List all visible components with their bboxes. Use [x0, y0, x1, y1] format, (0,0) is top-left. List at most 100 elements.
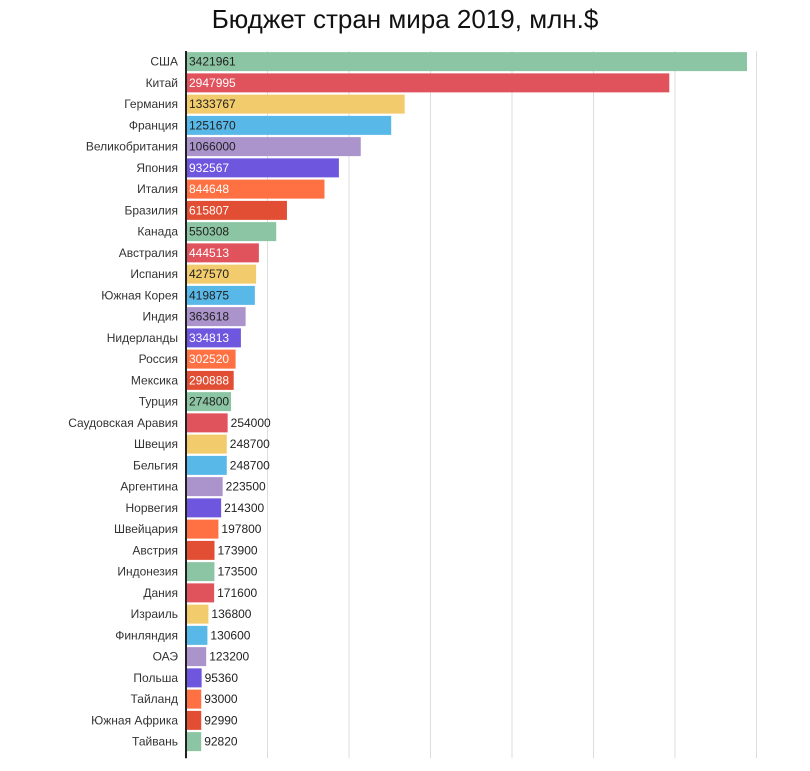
data-label: 130600 — [210, 628, 250, 642]
category-label: Южная Африка — [91, 713, 178, 727]
bar — [186, 604, 209, 624]
category-label: Нидерланды — [107, 331, 178, 345]
data-label: 92820 — [204, 735, 238, 749]
category-label: Швеция — [134, 437, 178, 451]
data-label: 274800 — [189, 395, 229, 409]
bar — [186, 222, 277, 242]
category-label: Тайвань — [132, 735, 178, 749]
category-label: США — [150, 55, 178, 69]
category-label: Бельгия — [133, 458, 178, 472]
bar — [186, 413, 228, 433]
data-label: 214300 — [224, 501, 264, 515]
data-label: 302520 — [189, 352, 229, 366]
category-label: Дания — [143, 586, 178, 600]
bar — [186, 625, 208, 645]
bar — [186, 200, 287, 220]
bar — [186, 434, 227, 454]
bar — [186, 519, 219, 539]
category-label: Израиль — [131, 607, 178, 621]
category-label: Аргентина — [120, 480, 178, 494]
category-label: Мексика — [131, 373, 178, 387]
bar — [186, 455, 227, 475]
category-label: Польша — [133, 671, 178, 685]
bar — [186, 349, 236, 369]
data-label: 844648 — [189, 182, 229, 196]
category-label: Канада — [137, 225, 178, 239]
category-label: Испания — [130, 267, 178, 281]
data-label: 92990 — [204, 713, 238, 727]
bar — [186, 52, 747, 72]
category-label: Австралия — [119, 246, 178, 260]
data-label: 254000 — [231, 416, 271, 430]
bar — [186, 285, 255, 305]
category-label: Италия — [137, 182, 178, 196]
category-label: Южная Корея — [101, 288, 178, 302]
bar — [186, 307, 246, 327]
data-label: 290888 — [189, 373, 229, 387]
data-label: 3421961 — [189, 55, 236, 69]
bar — [186, 115, 392, 135]
bar — [186, 732, 202, 752]
bar — [186, 243, 259, 263]
category-label: Великобритания — [86, 140, 178, 154]
category-label: Индонезия — [117, 565, 178, 579]
data-label: 171600 — [217, 586, 257, 600]
data-label: 223500 — [226, 480, 266, 494]
bar — [186, 583, 215, 603]
data-label: 173500 — [217, 565, 257, 579]
data-label: 1066000 — [189, 140, 236, 154]
category-label: Россия — [139, 352, 178, 366]
category-label: Норвегия — [125, 501, 178, 515]
category-label: Япония — [136, 161, 178, 175]
bar — [186, 477, 223, 497]
category-label: Швейцария — [114, 522, 178, 536]
data-label: 444513 — [189, 246, 229, 260]
data-label: 95360 — [205, 671, 239, 685]
category-label: Австрия — [132, 543, 178, 557]
bar — [186, 137, 361, 157]
bar — [186, 498, 222, 518]
category-label: Бразилия — [125, 203, 179, 217]
bar — [186, 158, 339, 178]
data-label: 93000 — [204, 692, 238, 706]
data-label: 2947995 — [189, 76, 236, 90]
category-label: Саудовская Аравия — [68, 416, 178, 430]
bar — [186, 689, 202, 709]
category-label: Франция — [129, 118, 178, 132]
bar — [186, 392, 232, 412]
category-label: Турция — [139, 395, 178, 409]
bar — [186, 710, 202, 730]
category-label: Индия — [143, 310, 178, 324]
bar — [186, 370, 234, 390]
data-label: 1251670 — [189, 118, 236, 132]
data-label: 615807 — [189, 203, 229, 217]
data-label: 123200 — [209, 650, 249, 664]
data-label: 1333767 — [189, 97, 236, 111]
bar — [186, 179, 325, 199]
bar — [186, 94, 405, 114]
data-label: 173900 — [218, 543, 258, 557]
bar — [186, 540, 215, 560]
data-label: 932567 — [189, 161, 229, 175]
bar — [186, 562, 215, 582]
bar — [186, 328, 241, 348]
data-label: 427570 — [189, 267, 229, 281]
bar — [186, 647, 207, 667]
bar — [186, 264, 257, 284]
category-label: Финляндия — [115, 628, 178, 642]
data-label: 136800 — [211, 607, 251, 621]
data-label: 550308 — [189, 225, 229, 239]
data-label: 197800 — [221, 522, 261, 536]
data-label: 334813 — [189, 331, 229, 345]
category-label: Китай — [146, 76, 178, 90]
category-label: ОАЭ — [153, 650, 179, 664]
data-label: 419875 — [189, 288, 229, 302]
bar — [186, 668, 202, 688]
category-label: Германия — [124, 97, 178, 111]
bar — [186, 73, 670, 93]
data-label: 248700 — [230, 458, 270, 472]
category-label: Тайланд — [131, 692, 178, 706]
chart-title: Бюджет стран мира 2019, млн.$ — [211, 4, 599, 34]
data-label: 248700 — [230, 437, 270, 451]
